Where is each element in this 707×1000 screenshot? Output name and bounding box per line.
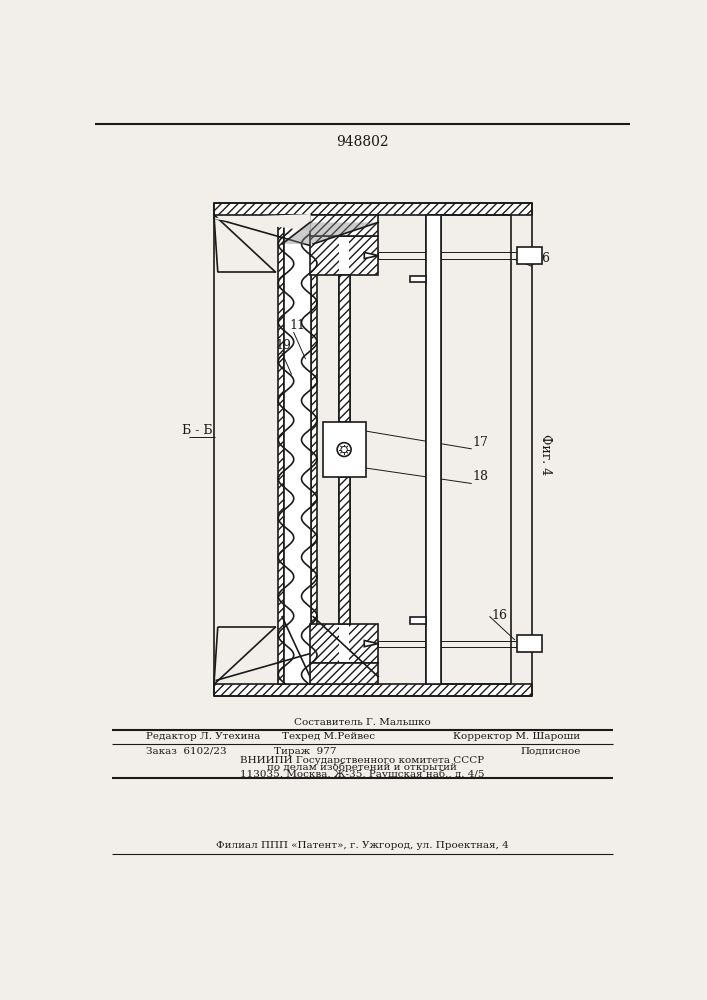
Bar — [410, 617, 426, 624]
Polygon shape — [286, 528, 317, 547]
Bar — [339, 275, 349, 422]
Circle shape — [337, 443, 351, 456]
Text: ВНИИПИ Государственного комитета СССР: ВНИИПИ Государственного комитета СССР — [240, 756, 484, 765]
Text: 16: 16 — [534, 252, 550, 265]
Text: 16: 16 — [491, 609, 508, 622]
Bar — [339, 215, 349, 684]
Text: по делам изобретений и открытий: по делам изобретений и открытий — [267, 763, 457, 772]
Polygon shape — [286, 606, 317, 626]
Polygon shape — [279, 547, 309, 567]
Bar — [214, 684, 532, 696]
Bar — [517, 635, 542, 652]
Text: Подписное: Подписное — [520, 747, 580, 756]
Text: Филиал ППП «Патент», г. Ужгород, ул. Проектная, 4: Филиал ППП «Патент», г. Ужгород, ул. Про… — [216, 841, 508, 850]
Text: 17: 17 — [473, 436, 489, 449]
Text: 19: 19 — [276, 339, 292, 352]
Bar — [517, 247, 542, 264]
Text: Тираж  977: Тираж 977 — [274, 747, 337, 756]
Polygon shape — [364, 641, 378, 647]
Polygon shape — [286, 215, 317, 234]
Polygon shape — [279, 508, 309, 528]
Text: Фиг. 4: Фиг. 4 — [539, 434, 552, 476]
Polygon shape — [279, 313, 309, 332]
Bar — [214, 203, 532, 215]
Polygon shape — [286, 645, 317, 665]
Polygon shape — [286, 293, 317, 313]
Bar — [426, 215, 441, 684]
Polygon shape — [286, 332, 317, 352]
Bar — [339, 215, 349, 236]
Polygon shape — [364, 252, 378, 259]
Circle shape — [341, 446, 347, 453]
Polygon shape — [286, 254, 317, 273]
Bar — [339, 275, 349, 422]
Polygon shape — [282, 222, 378, 244]
Polygon shape — [279, 430, 309, 450]
Text: Составитель Г. Мальшко: Составитель Г. Мальшко — [293, 718, 431, 727]
Polygon shape — [216, 215, 310, 230]
Polygon shape — [279, 469, 309, 489]
Bar — [339, 477, 349, 624]
Polygon shape — [279, 273, 309, 293]
Bar — [310, 215, 378, 236]
Bar — [323, 422, 366, 477]
Polygon shape — [286, 450, 317, 469]
Bar — [311, 215, 317, 684]
Text: 948802: 948802 — [336, 135, 388, 149]
Bar — [284, 215, 311, 684]
Polygon shape — [279, 391, 309, 410]
Polygon shape — [279, 234, 309, 254]
Polygon shape — [279, 587, 309, 606]
Bar — [339, 663, 349, 684]
Polygon shape — [279, 665, 309, 684]
Bar — [339, 663, 349, 684]
Polygon shape — [286, 371, 317, 391]
Polygon shape — [279, 352, 309, 371]
Polygon shape — [279, 626, 309, 645]
Text: 18: 18 — [473, 470, 489, 483]
Bar — [310, 663, 378, 684]
Text: Техред М.Рейвес: Техред М.Рейвес — [282, 732, 375, 741]
Text: Редактор Л. Утехина: Редактор Л. Утехина — [146, 732, 261, 741]
Polygon shape — [286, 410, 317, 430]
Text: Заказ  6102/23: Заказ 6102/23 — [146, 747, 227, 756]
Text: Корректор М. Шароши: Корректор М. Шароши — [453, 732, 580, 741]
Bar — [339, 215, 349, 236]
Polygon shape — [286, 567, 317, 587]
Bar — [310, 624, 378, 663]
Text: 113035, Москва, Ж-35, Раушская наб., д. 4/5: 113035, Москва, Ж-35, Раушская наб., д. … — [240, 770, 484, 779]
Bar — [410, 276, 426, 282]
Text: 11: 11 — [290, 319, 306, 332]
Polygon shape — [286, 489, 317, 508]
Bar — [279, 215, 284, 684]
Bar — [339, 477, 349, 624]
Bar — [310, 236, 378, 275]
Text: Б - Б: Б - Б — [182, 424, 212, 437]
